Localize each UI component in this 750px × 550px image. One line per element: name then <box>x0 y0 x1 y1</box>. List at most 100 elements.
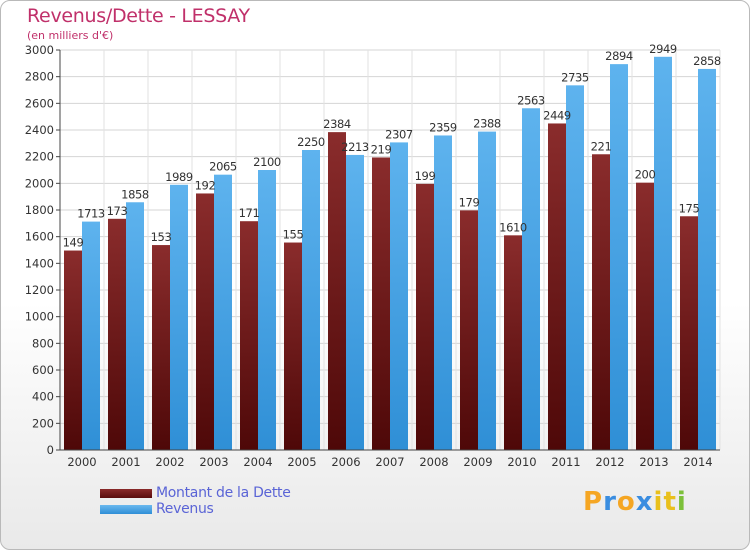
x-tick-label: 2003 <box>199 455 228 469</box>
bar-dette <box>152 245 170 450</box>
bar-dette <box>416 183 434 450</box>
data-label-dette: 179 <box>459 195 480 209</box>
data-label-dette: 2384 <box>323 117 351 131</box>
data-label-revenus: 2307 <box>385 127 413 141</box>
data-label-dette: 199 <box>415 169 436 183</box>
data-label-dette: 171 <box>239 206 260 220</box>
y-tick-label: 1800 <box>25 203 54 217</box>
data-label-revenus: 2213 <box>341 140 369 154</box>
bar-dette <box>196 193 214 450</box>
axes: 0 200 400 600 800 1000 1200 1400 1600 1800 2000 220… <box>25 43 720 469</box>
data-label-dette: 1610 <box>499 220 527 234</box>
bar-dette <box>372 157 390 450</box>
data-label-revenus: 2949 <box>649 42 677 56</box>
data-label-revenus: 1858 <box>121 187 149 201</box>
data-label-dette: 153 <box>151 230 172 244</box>
data-label-dette: 173 <box>107 204 128 218</box>
logo-letter: x <box>635 487 654 517</box>
bar-revenus <box>478 131 496 450</box>
legend-label-dette: Montant de la Dette <box>156 485 291 501</box>
data-label-dette: 175 <box>679 201 700 215</box>
data-label-revenus: 2894 <box>605 49 633 63</box>
data-label-dette: 219 <box>371 142 392 156</box>
bar-dette <box>108 218 126 450</box>
x-tick-label: 2002 <box>155 455 184 469</box>
logo-letter: t <box>663 487 677 517</box>
x-tick-label: 2001 <box>111 455 140 469</box>
bar-revenus <box>654 56 672 451</box>
x-tick-label: 2004 <box>243 455 272 469</box>
data-label-revenus: 2858 <box>693 54 721 68</box>
proxiti-logo: Proxiti <box>583 487 687 517</box>
logo-letter: o <box>616 487 636 517</box>
data-label-revenus: 2100 <box>253 155 281 169</box>
x-tick-label: 2012 <box>595 455 624 469</box>
y-tick-label: 3000 <box>25 43 54 57</box>
data-label-revenus: 1713 <box>77 207 105 221</box>
data-label-revenus: 2563 <box>517 93 545 107</box>
bar-dette <box>460 210 478 450</box>
y-tick-label: 0 <box>47 443 54 457</box>
data-label-dette: 149 <box>63 236 84 250</box>
bar-dette <box>548 123 566 450</box>
chart-subtitle: (en milliers d'€) <box>27 29 114 42</box>
bar-revenus <box>214 174 232 450</box>
data-label-dette: 2449 <box>543 108 571 122</box>
bar-dette <box>504 235 522 450</box>
data-label-dette: 221 <box>591 139 612 153</box>
y-tick-label: 1200 <box>25 283 54 297</box>
y-tick-label: 1000 <box>25 310 54 324</box>
bar-revenus <box>126 202 144 450</box>
bar-revenus <box>258 170 276 450</box>
data-label-dette: 192 <box>195 178 216 192</box>
logo-letter: i <box>653 487 664 517</box>
y-tick-label: 2200 <box>25 150 54 164</box>
x-tick-label: 2014 <box>683 455 712 469</box>
logo-letter: r <box>603 487 617 517</box>
y-tick-label: 800 <box>32 336 54 350</box>
x-tick-label: 2010 <box>507 455 536 469</box>
legend-label-revenus: Revenus <box>156 501 214 517</box>
logo-letter: i <box>676 487 687 517</box>
data-label-revenus: 2735 <box>561 70 589 84</box>
bar-dette <box>680 216 698 450</box>
bar-dette <box>64 250 82 450</box>
x-tick-label: 2013 <box>639 455 668 469</box>
x-tick-label: 2006 <box>331 455 360 469</box>
bar-revenus <box>170 184 188 451</box>
logo-letter: P <box>583 487 604 517</box>
bar-revenus <box>522 108 540 451</box>
y-tick-label: 1400 <box>25 256 54 270</box>
bars <box>64 56 716 451</box>
x-tick-label: 2005 <box>287 455 316 469</box>
x-tick-label: 2009 <box>463 455 492 469</box>
y-tick-label: 2000 <box>25 176 54 190</box>
legend-swatch-dette <box>100 489 152 498</box>
bar-revenus <box>566 85 584 450</box>
bar-dette <box>592 154 610 450</box>
data-label-revenus: 2388 <box>473 117 501 131</box>
data-label-dette: 155 <box>283 228 304 242</box>
x-tick-label: 2007 <box>375 455 404 469</box>
y-tick-label: 2600 <box>25 96 54 110</box>
bar-revenus <box>302 150 320 450</box>
y-tick-label: 200 <box>32 416 54 430</box>
bar-revenus <box>390 142 408 450</box>
x-tick-label: 2011 <box>551 455 580 469</box>
bar-revenus <box>610 64 628 450</box>
x-tick-label: 2008 <box>419 455 448 469</box>
bar-revenus <box>434 135 452 450</box>
data-label-revenus: 2250 <box>297 135 325 149</box>
x-tick-label: 2000 <box>67 455 96 469</box>
chart-title: Revenus/Dette - LESSAY <box>27 5 250 27</box>
y-tick-label: 2800 <box>25 70 54 84</box>
data-label-revenus: 2359 <box>429 120 457 134</box>
data-label-dette: 200 <box>635 168 656 182</box>
bar-revenus <box>698 68 716 450</box>
y-tick-label: 600 <box>32 363 54 377</box>
bar-dette <box>240 221 258 450</box>
y-tick-label: 1600 <box>25 230 54 244</box>
data-label-revenus: 1989 <box>165 170 193 184</box>
